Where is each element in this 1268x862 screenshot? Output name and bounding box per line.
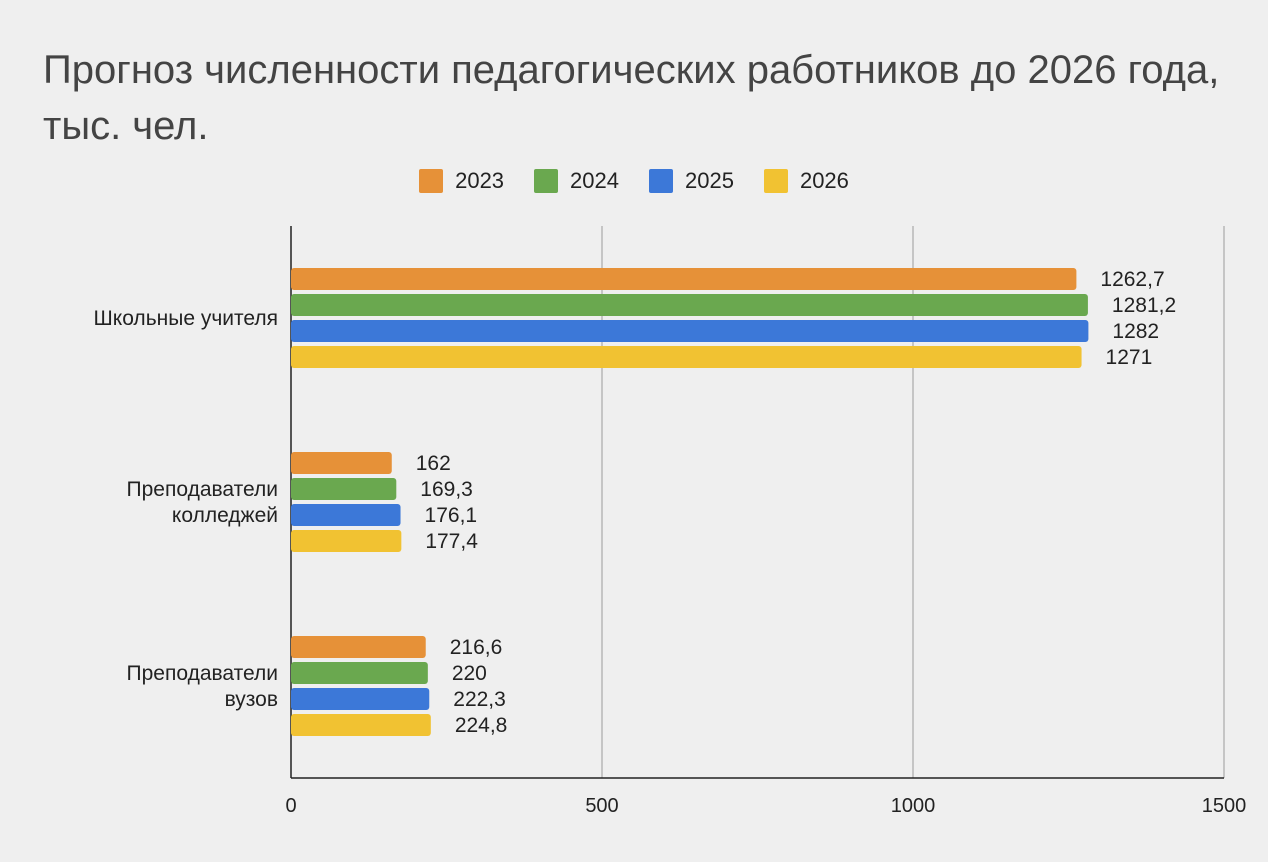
bar-2026: [291, 714, 431, 736]
bar-2025: [291, 504, 401, 526]
category-label: Преподаватели: [127, 662, 278, 685]
legend-item-2026: 2026: [763, 168, 849, 194]
data-label: 169,3: [420, 478, 473, 501]
data-label: 222,3: [453, 688, 506, 711]
bar-2024: [291, 478, 397, 500]
bar-2023: [291, 452, 392, 474]
x-tick-label: 0: [285, 795, 296, 817]
data-label: 1282: [1112, 320, 1159, 343]
legend-label: 2024: [570, 168, 619, 193]
data-label: 1271: [1106, 346, 1153, 369]
legend: 2023 2024 2025 2026: [0, 168, 1268, 194]
category-label: колледжей: [172, 504, 278, 527]
data-label: 1281,2: [1112, 294, 1176, 317]
legend-label: 2026: [799, 168, 849, 193]
data-label: 1262,7: [1100, 268, 1164, 291]
legend-swatch: [419, 169, 444, 193]
bar-2024: [291, 294, 1088, 316]
bar-2023: [291, 268, 1077, 290]
chart-title-line-2: тыс. чел.: [43, 104, 209, 148]
legend-label: 2023: [455, 168, 505, 193]
legend-swatch: [763, 169, 788, 193]
bar-2025: [291, 688, 430, 710]
x-tick-label: 1500: [1202, 795, 1247, 817]
legend-label: 2025: [685, 168, 734, 193]
data-label: 176,1: [425, 504, 478, 527]
category-label: Школьные учителя: [94, 307, 278, 330]
legend-swatch: [649, 169, 673, 193]
data-label: 224,8: [455, 714, 508, 737]
legend-swatch: [534, 169, 559, 193]
chart-title-line-1: Прогноз численности педагогических работ…: [43, 48, 1220, 92]
legend-item-2023: 2023: [419, 168, 504, 194]
bar-2026: [291, 346, 1082, 368]
data-label: 162: [416, 452, 451, 475]
data-label: 216,6: [450, 636, 503, 659]
x-tick-label: 500: [585, 795, 618, 817]
x-tick-label: 1000: [891, 795, 936, 817]
bar-2024: [291, 662, 428, 684]
category-label: вузов: [225, 688, 278, 711]
category-label: Преподаватели: [127, 478, 278, 501]
bar-2026: [291, 530, 402, 552]
legend-item-2024: 2024: [534, 168, 619, 194]
bar-2025: [291, 320, 1089, 342]
chart-title: Прогноз численности педагогических работ…: [43, 42, 1243, 154]
data-label: 220: [452, 662, 487, 685]
bar-2023: [291, 636, 426, 658]
data-label: 177,4: [425, 530, 478, 553]
legend-item-2025: 2025: [649, 168, 734, 194]
